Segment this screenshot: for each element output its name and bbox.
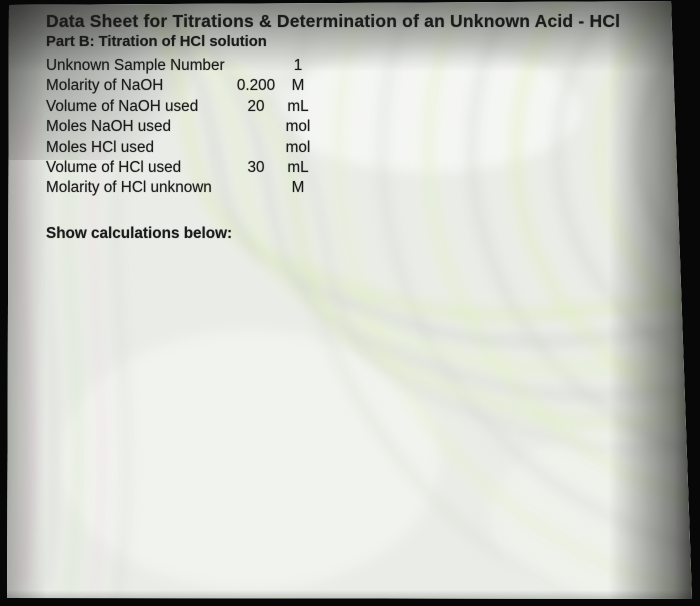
table-row: Volume of HCl used 30 mL [46,158,666,178]
field-unit: M [291,77,305,95]
field-value: 1 [293,57,303,74]
field-value [232,117,280,137]
field-value [232,178,280,198]
sheet-subtitle: Part B: Titration of HCl solution [46,34,267,50]
field-label: Unknown Sample Number [46,57,225,74]
field-value [232,56,280,76]
table-row: Unknown Sample Number 1 [46,56,666,76]
field-label: Volume of NaOH used [46,97,199,115]
table-row: Molarity of HCl unknown M [46,178,666,198]
field-label: Moles HCl used [46,138,154,156]
field-unit: mL [287,159,309,177]
table-row: Moles HCl used mol [46,138,666,158]
table-row: Molarity of NaOH 0.200 M [46,76,666,96]
table-row: Moles NaOH used mol [46,117,666,137]
table-row: Volume of NaOH used 20 mL [46,97,666,117]
field-unit: mol [285,118,311,136]
field-label: Molarity of NaOH [46,77,164,95]
field-value [232,138,280,158]
field-unit: M [291,179,305,197]
data-table: Unknown Sample Number 1 Molarity of NaOH… [46,56,666,199]
field-value: 30 [247,159,265,177]
sheet-content: Data Sheet for Titrations & Determinatio… [46,11,666,244]
calculations-heading: Show calculations below: [46,224,233,242]
sheet-title: Data Sheet for Titrations & Determinatio… [46,11,621,31]
field-value: 0.200 [236,77,276,95]
field-label: Molarity of HCl unknown [46,179,212,197]
field-unit: mol [285,138,311,156]
field-label: Volume of HCl used [46,159,182,177]
field-unit: mL [287,97,309,115]
field-value: 20 [247,97,265,115]
field-label: Moles NaOH used [46,118,171,136]
